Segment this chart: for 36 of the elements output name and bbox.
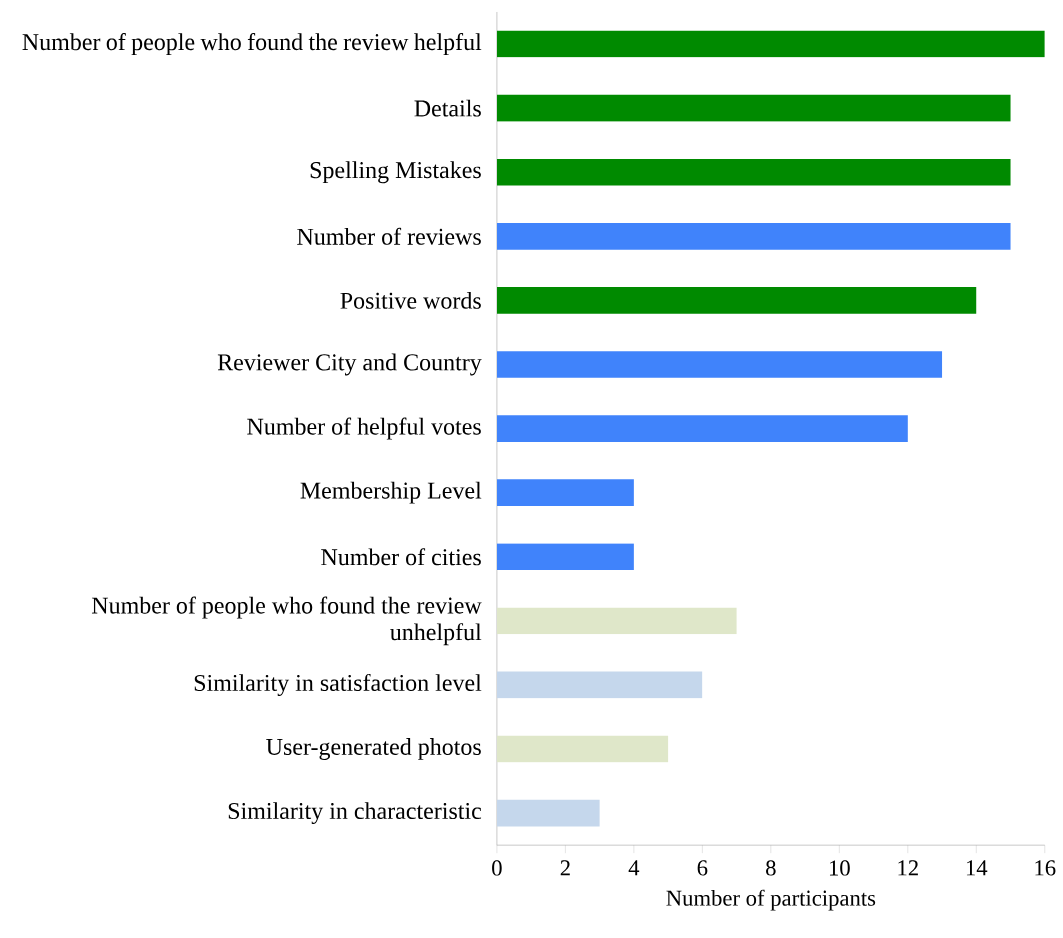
x-tick-label: 6 xyxy=(697,860,708,876)
bar xyxy=(496,607,737,635)
y-tick-label: Spelling Mistakes xyxy=(310,161,481,184)
x-tick-label: 10 xyxy=(829,860,850,876)
y-tick-label: Similarity in characteristic xyxy=(228,802,482,825)
y-tick-label: Membership Level xyxy=(300,481,482,504)
x-tick-label: 4 xyxy=(628,860,640,876)
y-tick-label: Number of people who found the review helpful xyxy=(22,33,482,56)
y-tick-label: Number of reviews xyxy=(297,227,481,245)
bar xyxy=(496,30,1045,58)
bar xyxy=(496,287,977,314)
y-tick-label: Number of people who found the review unhelpful xyxy=(91,596,482,646)
y-tick-label: Details xyxy=(414,99,481,117)
bar xyxy=(496,94,1011,122)
x-tick-label: 2 xyxy=(560,860,570,876)
y-tick-label: User-generated photos xyxy=(266,738,481,761)
y-tick-label: Reviewer City and Country xyxy=(217,353,482,376)
bar xyxy=(496,415,908,442)
bar xyxy=(496,671,703,699)
bar xyxy=(496,479,634,507)
x-tick-label: 0 xyxy=(492,860,502,876)
bar xyxy=(496,799,600,827)
bar xyxy=(496,223,1011,250)
bar xyxy=(496,543,634,571)
x-tick-label: 8 xyxy=(766,860,776,876)
bar xyxy=(496,735,669,763)
y-tick-label: Number of helpful votes xyxy=(247,417,481,440)
x-tick-label: 12 xyxy=(898,860,918,876)
y-tick-label: Number of cities xyxy=(321,548,481,566)
y-tick-label: Similarity in satisfaction level xyxy=(194,674,482,697)
y-tick-label: Positive words xyxy=(340,292,481,309)
bar xyxy=(496,158,1011,186)
x-tick-label: 16 xyxy=(1035,860,1056,876)
x-tick-label: 14 xyxy=(966,860,988,876)
x-axis-title: Number of participants xyxy=(666,889,876,911)
bar xyxy=(496,351,943,378)
